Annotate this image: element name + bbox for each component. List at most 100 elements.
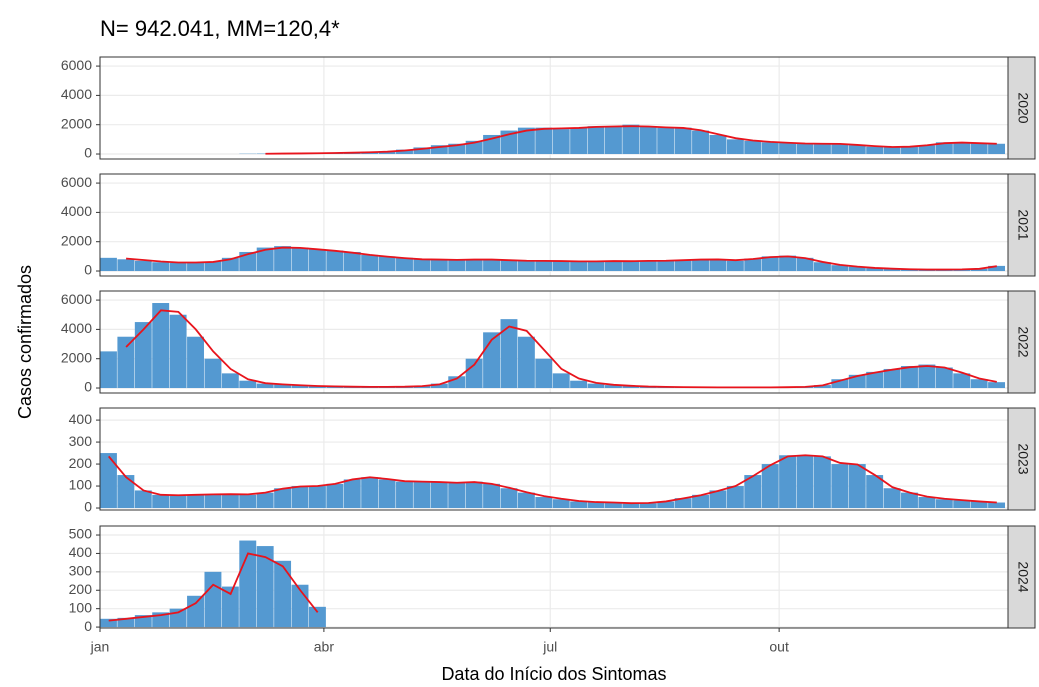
bar bbox=[100, 618, 117, 628]
bar bbox=[796, 455, 814, 509]
strip-label: 2020 bbox=[1015, 92, 1031, 123]
bar bbox=[779, 455, 797, 509]
bar bbox=[221, 373, 239, 389]
y-tick-label: 0 bbox=[84, 262, 92, 278]
bar bbox=[535, 127, 553, 155]
bar bbox=[517, 336, 535, 389]
bar bbox=[657, 127, 675, 155]
bar bbox=[604, 502, 622, 509]
bar bbox=[291, 385, 309, 389]
bar bbox=[552, 373, 570, 389]
bar bbox=[622, 261, 640, 272]
bar bbox=[761, 464, 779, 509]
bar bbox=[465, 481, 483, 509]
bar bbox=[239, 251, 257, 272]
bar bbox=[901, 366, 918, 389]
bar bbox=[883, 368, 901, 389]
bar bbox=[256, 492, 274, 509]
bar bbox=[988, 502, 1006, 509]
bar bbox=[831, 464, 849, 509]
bar bbox=[361, 477, 379, 509]
bar bbox=[169, 314, 187, 389]
y-tick-label: 0 bbox=[84, 618, 92, 634]
bar bbox=[779, 143, 797, 155]
bar bbox=[587, 261, 605, 272]
bar bbox=[343, 251, 361, 272]
bar bbox=[291, 247, 309, 272]
bar bbox=[256, 383, 274, 389]
bar bbox=[100, 257, 117, 272]
y-tick-label: 0 bbox=[84, 145, 92, 161]
y-tick-label: 2000 bbox=[61, 115, 92, 131]
bar bbox=[448, 143, 466, 155]
bar bbox=[378, 479, 396, 509]
bar bbox=[274, 488, 292, 509]
bar bbox=[570, 127, 588, 155]
bar bbox=[378, 256, 396, 272]
bar bbox=[187, 595, 204, 628]
bar bbox=[692, 494, 709, 509]
bar bbox=[483, 483, 501, 509]
bar bbox=[970, 143, 988, 155]
bar bbox=[726, 260, 744, 272]
bar bbox=[169, 262, 187, 272]
bar bbox=[274, 560, 292, 628]
bar bbox=[796, 143, 814, 155]
strip-label: 2022 bbox=[1015, 326, 1031, 357]
bar bbox=[813, 385, 831, 389]
bar bbox=[918, 145, 936, 155]
bar bbox=[988, 143, 1006, 155]
y-tick-label: 4000 bbox=[61, 86, 92, 102]
bar bbox=[970, 501, 988, 509]
x-tick-label: jan bbox=[90, 639, 110, 655]
bar bbox=[204, 358, 222, 389]
moving-average-line bbox=[265, 125, 997, 155]
bar bbox=[430, 259, 448, 272]
bar bbox=[239, 380, 257, 389]
bar bbox=[117, 617, 135, 628]
bar bbox=[831, 265, 849, 272]
bar bbox=[221, 257, 239, 272]
bar bbox=[674, 127, 692, 155]
bar bbox=[430, 383, 448, 389]
bar bbox=[726, 486, 744, 509]
bar bbox=[465, 358, 483, 389]
bar bbox=[831, 379, 849, 389]
bar bbox=[483, 259, 501, 272]
bar bbox=[813, 456, 831, 509]
y-tick-label: 2000 bbox=[61, 349, 92, 365]
bar bbox=[587, 126, 605, 155]
x-tick-label: out bbox=[769, 639, 789, 655]
bar bbox=[396, 257, 413, 272]
bar bbox=[169, 608, 187, 628]
bar bbox=[117, 336, 135, 389]
bar bbox=[152, 262, 170, 272]
strip bbox=[1007, 173, 1036, 277]
bar bbox=[779, 255, 797, 272]
y-tick-label: 300 bbox=[69, 433, 93, 449]
bar bbox=[744, 475, 762, 509]
y-tick-label: 0 bbox=[84, 379, 92, 395]
bar bbox=[604, 126, 622, 155]
bar bbox=[970, 379, 988, 389]
x-axis-label: Data do Início dos Sintomas bbox=[441, 664, 666, 684]
bar bbox=[570, 261, 588, 272]
strip-label: 2021 bbox=[1015, 209, 1031, 240]
bar bbox=[866, 146, 884, 155]
strip bbox=[1007, 290, 1036, 394]
bar bbox=[430, 481, 448, 509]
bar bbox=[866, 371, 884, 389]
bar bbox=[692, 130, 709, 155]
bar bbox=[169, 495, 187, 509]
bar bbox=[692, 259, 709, 272]
bar bbox=[308, 606, 326, 628]
bar bbox=[221, 586, 239, 628]
bar bbox=[396, 481, 413, 509]
bar bbox=[291, 486, 309, 509]
bar bbox=[970, 268, 988, 272]
y-tick-label: 2000 bbox=[61, 232, 92, 248]
bar bbox=[187, 336, 204, 389]
moving-average-line bbox=[125, 309, 997, 389]
bar bbox=[935, 142, 953, 155]
bar bbox=[500, 130, 518, 155]
